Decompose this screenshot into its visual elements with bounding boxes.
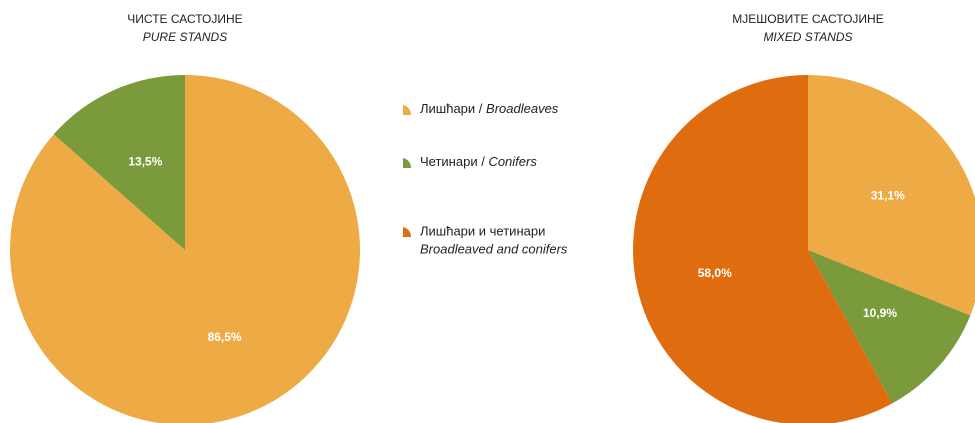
legend-text-en: Conifers [488,154,537,169]
legend-swatch [403,158,412,168]
legend-text-en: Broadleaved and conifers [420,241,568,256]
pie-slice [10,75,360,423]
legend-label: Четинари / Conifers [420,154,537,169]
legend-swatch [403,105,412,115]
legend-text: Четинари / [420,154,485,169]
chart-subtitle: MIXED STANDS [763,30,852,44]
data-label: 58,0% [698,266,732,280]
chart-subtitle: PURE STANDS [143,30,227,44]
legend-text: Лишћари и четинари [420,223,545,238]
chart-title: МЈЕШОВИТЕ САСТОЈИНЕ [732,12,883,26]
pie-slice [633,75,893,423]
pie-slice [53,75,186,250]
legend-text-en: Broadleaves [486,101,559,116]
chart-title: ЧИСТЕ САСТОЈИНЕ [127,12,242,26]
legend-swatch [403,227,412,237]
data-label: 86,5% [208,330,242,344]
data-label: 31,1% [871,188,905,202]
pie-slice [808,75,975,316]
pie-slice [808,250,971,404]
legend-text: Лишћари / [420,101,483,116]
legend-label: Лишћари / Broadleaves [420,101,559,116]
data-label: 10,9% [863,306,897,320]
data-label: 13,5% [128,154,162,168]
